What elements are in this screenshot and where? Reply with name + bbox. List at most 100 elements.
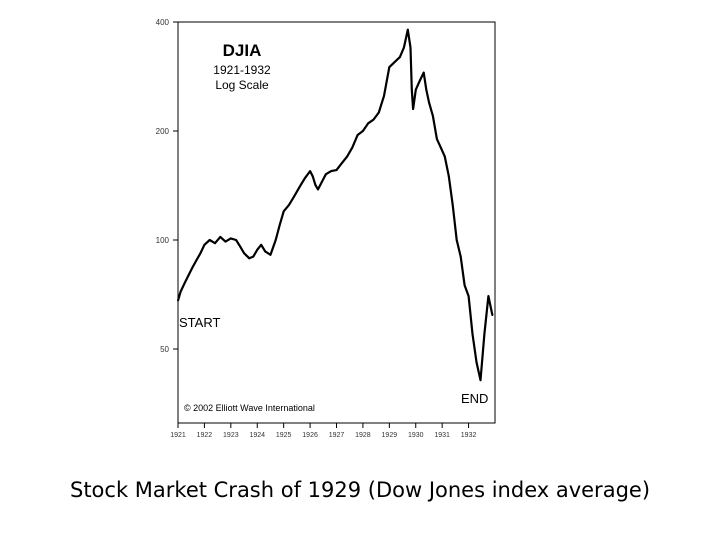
data-point-20 — [264, 250, 267, 253]
x-tick-label-10: 1931 — [434, 432, 450, 439]
data-point-33 — [321, 180, 323, 183]
data-point-30 — [311, 175, 314, 178]
data-point-43 — [372, 118, 375, 121]
data-point-40 — [356, 134, 359, 136]
data-point-5 — [195, 259, 198, 261]
x-tick-label-4: 1925 — [276, 432, 292, 439]
data-point-31 — [314, 184, 317, 186]
data-point-69 — [471, 333, 474, 335]
data-point-46 — [388, 66, 391, 69]
data-point-9 — [214, 242, 216, 245]
data-point-39 — [351, 146, 354, 149]
data-point-29 — [309, 170, 311, 173]
x-tick-label-7: 1928 — [355, 432, 371, 439]
data-point-15 — [243, 252, 245, 255]
copyright-annotation: © 2002 Elliott Wave International — [184, 403, 315, 413]
x-tick-label-5: 1926 — [302, 432, 318, 439]
x-tick-label-2: 1923 — [223, 432, 239, 439]
data-point-62 — [443, 155, 446, 158]
data-point-17 — [252, 255, 255, 258]
data-point-7 — [203, 243, 206, 246]
x-tick-label-1: 1922 — [197, 432, 213, 439]
data-point-2 — [183, 282, 186, 285]
y-tick-label-2: 100 — [156, 236, 170, 245]
x-tick-label-9: 1930 — [408, 432, 424, 439]
data-point-61 — [439, 146, 442, 149]
data-point-35 — [330, 170, 333, 173]
plot-frame — [177, 21, 496, 424]
x-tick-label-8: 1929 — [382, 432, 398, 439]
data-point-42 — [367, 122, 370, 125]
data-point-54 — [414, 88, 417, 91]
y-tick-label-1: 200 — [156, 127, 170, 136]
data-point-49 — [403, 46, 405, 49]
data-point-1 — [179, 290, 182, 293]
data-point-60 — [436, 138, 438, 141]
series-layer — [176, 28, 494, 382]
data-point-3 — [187, 274, 190, 276]
data-point-8 — [208, 239, 211, 241]
data-point-71 — [479, 379, 482, 382]
data-point-56 — [422, 71, 425, 74]
data-point-24 — [282, 210, 285, 213]
data-point-0 — [177, 299, 179, 302]
data-point-52 — [410, 88, 413, 91]
data-point-70 — [475, 361, 478, 363]
chart-subtitle-range: 1921-1932 — [213, 63, 271, 77]
data-point-55 — [418, 80, 421, 82]
x-tick-label-6: 1927 — [329, 432, 345, 439]
data-point-6 — [199, 252, 202, 255]
data-point-57 — [425, 88, 428, 91]
data-point-53 — [412, 108, 414, 110]
data-point-48 — [399, 56, 401, 58]
data-point-4 — [191, 266, 194, 269]
chart-title: DJIA — [223, 41, 262, 60]
x-axis: 1921 1922 1923 1924 1925 1926 1927 1928 1929 1930… — [170, 423, 476, 439]
end-annotation: END — [461, 391, 488, 406]
data-point-74 — [491, 314, 494, 317]
data-point-51 — [409, 46, 412, 49]
data-point-28 — [303, 177, 306, 180]
y-tick-label-0: 400 — [156, 18, 170, 27]
data-point-12 — [229, 237, 232, 240]
data-point-23 — [278, 224, 281, 226]
data-point-13 — [235, 239, 238, 241]
data-point-59 — [432, 115, 434, 117]
data-point-27 — [298, 186, 301, 189]
data-point-18 — [256, 248, 259, 251]
data-point-66 — [459, 255, 462, 258]
data-point-50 — [406, 28, 409, 31]
data-point-16 — [248, 257, 251, 260]
data-point-25 — [288, 204, 290, 206]
data-point-26 — [293, 195, 296, 198]
data-point-21 — [269, 253, 272, 256]
start-annotation: START — [179, 315, 220, 330]
x-tick-label-3: 1924 — [249, 432, 265, 439]
y-tick-label-3: 50 — [160, 345, 169, 354]
data-point-14 — [239, 245, 242, 248]
data-point-63 — [447, 175, 450, 178]
data-point-10 — [219, 236, 222, 238]
data-point-73 — [487, 295, 490, 297]
data-point-45 — [383, 95, 385, 97]
data-point-37 — [340, 162, 343, 165]
data-point-67 — [463, 284, 466, 287]
data-point-11 — [224, 240, 227, 243]
data-point-32 — [317, 188, 319, 191]
data-point-64 — [451, 204, 454, 206]
data-point-36 — [335, 169, 338, 172]
data-point-65 — [455, 239, 458, 241]
data-point-44 — [377, 111, 380, 114]
chart-subtitle-scale: Log Scale — [215, 78, 269, 92]
x-tick-label-11: 1932 — [461, 432, 477, 439]
djia-chart: 400 200 100 50 1921 1922 1923 1924 1925 1926 1927… — [156, 18, 496, 439]
data-point-47 — [393, 61, 396, 63]
data-point-38 — [346, 155, 348, 158]
data-point-22 — [274, 239, 277, 241]
data-point-68 — [467, 295, 470, 297]
data-point-58 — [428, 101, 430, 104]
figure-caption: Stock Market Crash of 1929 (Dow Jones in… — [69, 478, 651, 502]
data-point-72 — [483, 333, 486, 335]
x-tick-label-0: 1921 — [170, 432, 186, 439]
data-point-41 — [362, 130, 364, 132]
